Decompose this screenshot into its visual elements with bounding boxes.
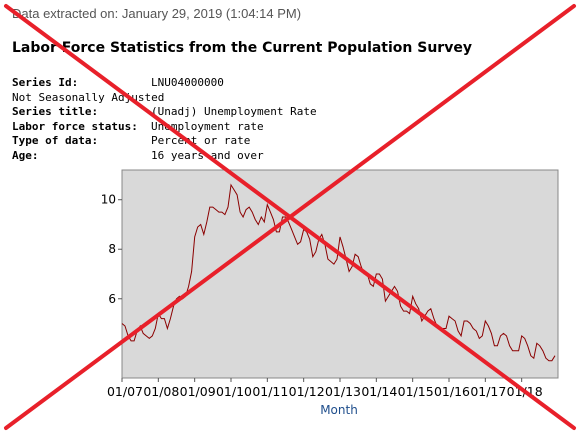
x-tick-label: 01/13 <box>325 384 361 399</box>
x-tick-label: 01/14 <box>361 384 397 399</box>
x-axis: 01/07 01/08 01/09 01/10 01/11 01/12 01/13 01/14… <box>107 378 543 399</box>
x-tick-label: 01/11 <box>252 384 288 399</box>
plot-area <box>121 169 559 379</box>
x-tick-label: 01/16 <box>434 384 470 399</box>
x-tick-label: 01/15 <box>398 384 434 399</box>
x-tick-label: 01/07 <box>107 384 143 399</box>
x-axis-title: Month <box>320 403 358 417</box>
y-axis: 10 8 6 <box>101 193 122 306</box>
x-tick-label: 01/09 <box>180 384 216 399</box>
x-tick-label: 01/10 <box>216 384 252 399</box>
x-tick-label: 01/12 <box>289 384 325 399</box>
y-tick-label: 10 <box>101 193 116 207</box>
x-tick-label: 01/17 <box>470 384 506 399</box>
y-tick-label: 6 <box>108 292 116 306</box>
x-tick-label: 01/08 <box>143 384 179 399</box>
y-tick-label: 8 <box>108 242 116 256</box>
x-tick-label: 01/18 <box>507 384 543 399</box>
